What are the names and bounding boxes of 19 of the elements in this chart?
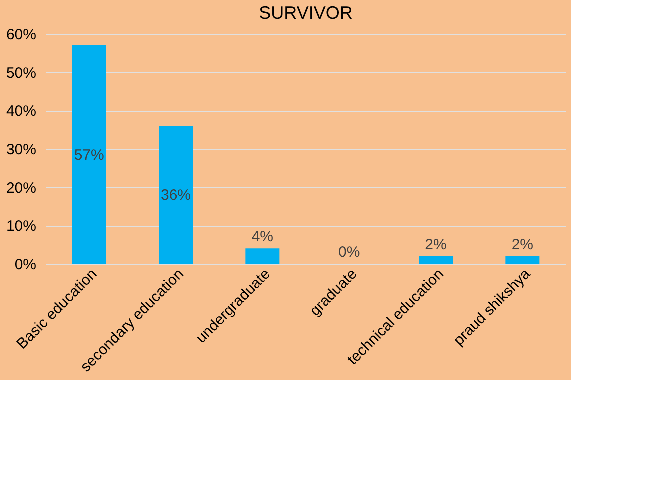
data-label: 57% bbox=[74, 146, 104, 164]
chart-title: SURVIVOR bbox=[259, 3, 353, 23]
data-label: 4% bbox=[252, 228, 274, 246]
y-tick-label: 30% bbox=[6, 142, 36, 158]
y-tick-label: 20% bbox=[6, 180, 36, 197]
bar bbox=[159, 126, 193, 264]
y-tick-label: 0% bbox=[14, 256, 36, 274]
bar bbox=[506, 256, 540, 264]
bar bbox=[419, 256, 453, 264]
data-label: 2% bbox=[425, 236, 447, 254]
y-tick-label: 10% bbox=[6, 218, 36, 236]
data-label: 36% bbox=[160, 187, 192, 204]
y-tick-label: 40% bbox=[6, 103, 36, 120]
bar bbox=[72, 46, 106, 264]
y-tick-label: 50% bbox=[6, 64, 36, 82]
y-tick-label: 60% bbox=[6, 26, 36, 44]
bar bbox=[246, 248, 280, 264]
data-label: 0% bbox=[338, 244, 360, 261]
data-label: 2% bbox=[512, 236, 534, 254]
